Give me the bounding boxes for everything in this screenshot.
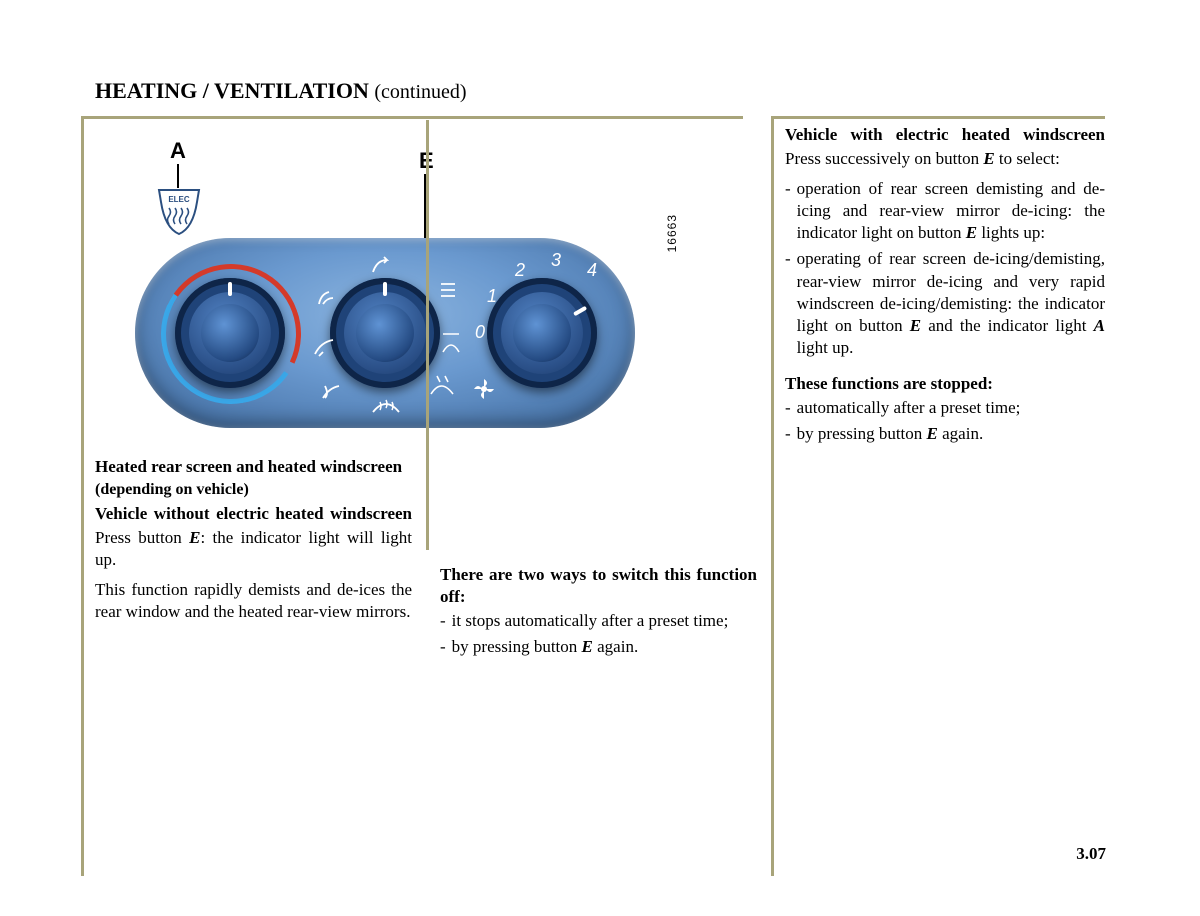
indicator-dot bbox=[233, 342, 239, 348]
windscreen-demist-icon bbox=[369, 394, 403, 416]
ac-label: AC bbox=[215, 342, 230, 354]
air-mode-icon bbox=[311, 334, 337, 360]
page-title: HEATING / VENTILATION (continued) bbox=[95, 78, 1105, 104]
bullet-rear-demist: - operation of rear screen demisting and… bbox=[785, 178, 1105, 244]
fan-speed-2: 2 bbox=[515, 260, 525, 281]
title-continued: (continued) bbox=[374, 81, 466, 103]
bullet-rapid-demist: - operating of rear screen de-icing/demi… bbox=[785, 248, 1105, 358]
temperature-dial: AC bbox=[175, 278, 285, 388]
rear-demist-icon bbox=[372, 326, 398, 346]
subhead-depending: (depending on vehicle) bbox=[95, 480, 412, 501]
divider-top-left bbox=[81, 116, 743, 119]
air-mode-icon bbox=[427, 372, 457, 400]
fan-icon bbox=[471, 376, 497, 402]
climate-panel-diagram: A E 16663 ELEC bbox=[95, 124, 655, 434]
para-press-e: Press button E: the indicator light will… bbox=[95, 527, 412, 571]
air-mode-icon bbox=[435, 280, 461, 304]
divider-top-right bbox=[771, 116, 1105, 119]
col-right: Vehicle with electric heated windscreen … bbox=[785, 116, 1105, 662]
divider-right bbox=[771, 116, 774, 876]
indicator-dot bbox=[382, 350, 388, 356]
indicator-dot bbox=[219, 330, 225, 336]
para-press-successively: Press successively on button E to select… bbox=[785, 148, 1105, 170]
indicator-dot bbox=[537, 342, 543, 348]
callout-label-a: A bbox=[170, 138, 186, 164]
dial-tick bbox=[573, 306, 587, 316]
callout-lead-a bbox=[177, 164, 179, 188]
divider-mid bbox=[426, 120, 429, 550]
columns: A E 16663 ELEC bbox=[95, 116, 1105, 662]
heading-functions-stopped: These functions are stopped: bbox=[785, 373, 1105, 395]
heading-heated-screens: Heated rear screen and heated windscreen bbox=[95, 456, 412, 478]
air-mode-icon bbox=[313, 286, 339, 308]
para-function-demists: This function rapidly demists and de-ice… bbox=[95, 579, 412, 623]
page: HEATING / VENTILATION (continued) A E 16… bbox=[0, 0, 1200, 712]
fan-speed-1: 1 bbox=[487, 286, 497, 307]
fan-speed-dial bbox=[487, 278, 597, 388]
title-main: HEATING / VENTILATION bbox=[95, 78, 369, 103]
recirculation-icon bbox=[545, 328, 565, 340]
col-mid-text: There are two ways to switch this functi… bbox=[440, 456, 757, 662]
heading-two-ways: There are two ways to switch this functi… bbox=[440, 564, 757, 608]
air-mode-icon bbox=[319, 378, 347, 402]
air-distribution-dial bbox=[330, 278, 440, 388]
image-reference-number: 16663 bbox=[665, 214, 679, 252]
dial-tick bbox=[228, 282, 232, 296]
air-mode-icon bbox=[367, 256, 397, 276]
bullet-press-e-again: - by pressing button E again. bbox=[785, 423, 1105, 445]
dial-tick bbox=[383, 282, 387, 296]
divider-left bbox=[81, 116, 84, 876]
bullet-auto-stop: - it stops automatically after a preset … bbox=[440, 610, 757, 632]
left-two-columns: A E 16663 ELEC bbox=[95, 116, 757, 662]
spacer bbox=[440, 456, 757, 564]
fan-speed-3: 3 bbox=[551, 250, 561, 271]
bullet-auto-preset: - automatically after a preset time; bbox=[785, 397, 1105, 419]
elec-heated-windscreen-icon: ELEC bbox=[155, 186, 203, 236]
fan-speed-4: 4 bbox=[587, 260, 597, 281]
heading-with-electric: Vehicle with electric heated windscreen bbox=[785, 124, 1105, 146]
bullet-press-again: - by pressing button E again. bbox=[440, 636, 757, 658]
air-mode-icon bbox=[439, 330, 463, 356]
heading-without-electric: Vehicle without electric heated windscre… bbox=[95, 503, 412, 525]
airflow-icon bbox=[213, 314, 237, 326]
svg-text:ELEC: ELEC bbox=[168, 195, 190, 204]
control-panel: AC bbox=[135, 238, 635, 428]
left-text-columns: Heated rear screen and heated windscreen… bbox=[95, 456, 757, 662]
fan-speed-0: 0 bbox=[475, 322, 485, 343]
page-number: 3.07 bbox=[1076, 844, 1106, 864]
col-left-text: Heated rear screen and heated windscreen… bbox=[95, 456, 412, 662]
